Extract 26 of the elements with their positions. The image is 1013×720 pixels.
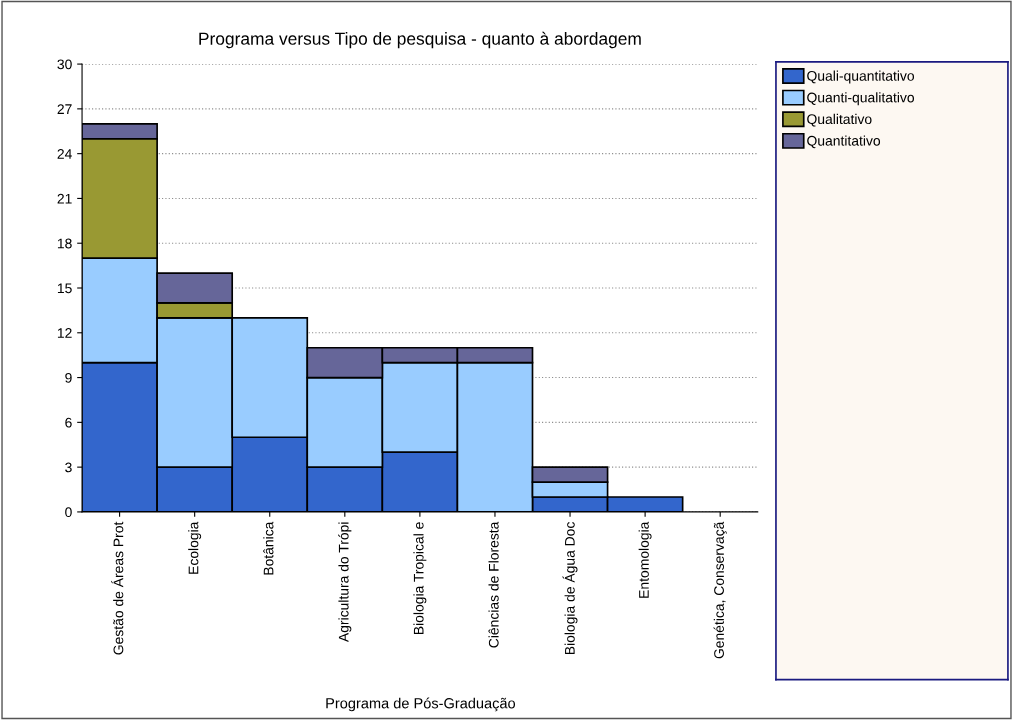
y-tick-label: 21 [57, 193, 72, 204]
y-tick-label: 12 [57, 328, 72, 338]
x-tick-label: Ciências de Floresta [488, 521, 499, 648]
x-tick-label: Gestão de Áreas Prot [111, 521, 124, 655]
x-tick-label: Botânica [263, 521, 274, 575]
x-tick-label: Genética, Conservaçã [713, 521, 727, 659]
y-tick-label: 9 [65, 372, 72, 383]
x-tick-label: Entomologia [638, 521, 652, 598]
x-tick-label: Biologia Tropical e [413, 522, 427, 634]
legend-label: Quali-quantitativo [807, 70, 915, 84]
y-tick-label: 3 [65, 462, 72, 473]
y-tick-label: 0 [65, 507, 72, 518]
legend-label: Qualitativo [807, 113, 872, 127]
y-tick-label: 27 [57, 104, 72, 114]
y-tick-label: 15 [57, 283, 72, 294]
legend-label: Quanti-qualitativo [807, 92, 915, 106]
legend-label: Quantitativo [807, 135, 881, 149]
y-tick-label: 30 [57, 59, 72, 70]
y-tick-label: 18 [57, 238, 72, 249]
y-tick-label: 6 [65, 417, 72, 428]
y-tick-label: 24 [57, 148, 72, 159]
x-tick-label: Agricultura do Trópi [338, 522, 352, 643]
x-tick-label: Ecologia [188, 521, 202, 574]
chart-title: Programa versus Tipo de pesquisa - quanto à abordagem [199, 31, 641, 49]
x-axis-title: Programa de Pós-Graduação [326, 697, 516, 712]
x-tick-label: Biologia de Água Doc [562, 522, 578, 655]
